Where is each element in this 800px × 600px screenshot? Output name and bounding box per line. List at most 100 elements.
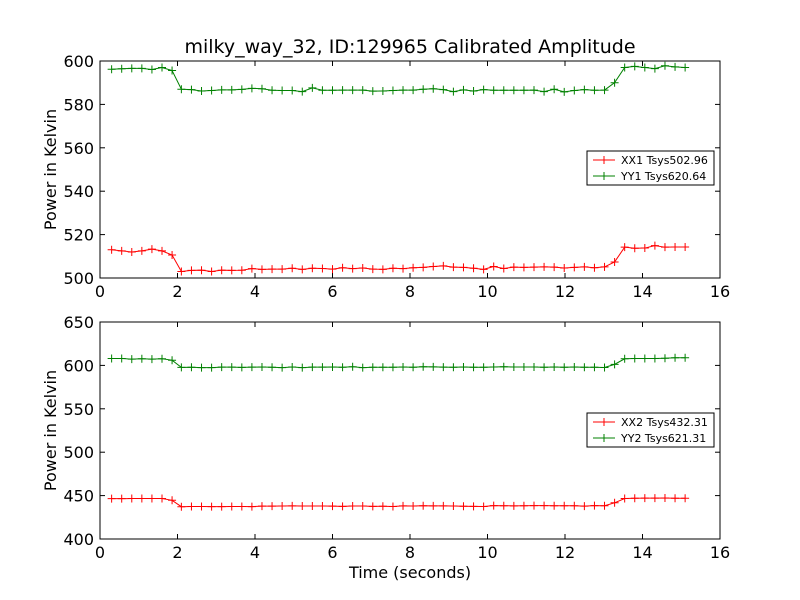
data-point	[137, 354, 146, 363]
data-point	[640, 354, 649, 363]
data-point	[620, 243, 629, 252]
data-point	[399, 501, 408, 510]
data-point	[227, 266, 236, 275]
data-point	[338, 363, 347, 372]
data-point	[168, 496, 177, 505]
data-point	[117, 246, 126, 255]
data-point	[227, 502, 236, 511]
data-point	[358, 86, 367, 95]
x-tick-label: 12	[555, 282, 575, 301]
data-point	[459, 263, 468, 272]
x-tick-label: 4	[250, 543, 260, 562]
data-point	[117, 64, 126, 73]
legend-box	[586, 412, 715, 448]
data-point	[489, 262, 498, 271]
data-point	[237, 266, 246, 275]
x-tick-label: 10	[477, 282, 497, 301]
data-point	[338, 263, 347, 272]
data-point	[560, 501, 569, 510]
data-point	[399, 264, 408, 273]
data-point	[600, 262, 609, 271]
data-point	[158, 63, 166, 72]
x-tick-label: 14	[632, 543, 652, 562]
data-point	[499, 86, 508, 95]
data-point	[640, 494, 649, 503]
data-point	[278, 86, 287, 95]
data-point	[419, 263, 428, 272]
data-point	[237, 363, 246, 372]
data-point	[187, 266, 196, 275]
legend-label: YY1 Tsys620.64	[620, 170, 706, 183]
data-point	[308, 502, 317, 511]
y-tick-label: 520	[63, 226, 94, 245]
chart-title: milky_way_32, ID:129965 Calibrated Ampli…	[184, 36, 635, 58]
data-point	[570, 362, 579, 371]
x-tick-label: 8	[405, 543, 415, 562]
data-point	[530, 501, 538, 510]
x-tick-label: 0	[95, 282, 105, 301]
data-point	[247, 264, 256, 273]
data-point	[681, 242, 690, 251]
data-point	[378, 265, 387, 274]
data-point	[147, 65, 156, 74]
data-point	[288, 501, 297, 510]
data-point	[590, 363, 599, 372]
data-point	[207, 86, 216, 95]
x-tick-label: 6	[327, 282, 337, 301]
data-point	[419, 362, 428, 371]
data-point	[580, 363, 589, 372]
data-point	[298, 502, 307, 511]
data-point	[600, 363, 609, 372]
data-point	[419, 85, 428, 94]
data-point	[550, 363, 559, 372]
data-point	[268, 363, 277, 372]
y-tick-label: 450	[63, 487, 94, 506]
data-point	[590, 86, 599, 95]
data-point	[358, 502, 367, 511]
legend-marker	[600, 172, 608, 180]
data-point	[158, 494, 166, 503]
series-yy1	[107, 61, 690, 96]
data-point	[469, 502, 478, 511]
data-point	[107, 65, 116, 74]
data-point	[650, 494, 659, 503]
data-point	[509, 86, 518, 95]
data-point	[519, 86, 528, 95]
data-point	[237, 502, 246, 511]
data-point	[449, 502, 458, 511]
data-point	[449, 363, 458, 372]
data-point	[550, 263, 559, 272]
data-point	[580, 502, 589, 511]
data-point	[158, 246, 166, 255]
data-point	[681, 494, 690, 503]
data-point	[650, 241, 659, 250]
data-point	[308, 363, 317, 372]
data-point	[348, 264, 357, 273]
x-tick-label: 6	[327, 543, 337, 562]
data-point	[197, 86, 206, 95]
data-point	[388, 502, 397, 511]
data-point	[278, 502, 287, 511]
data-point	[519, 263, 528, 272]
data-point	[419, 501, 428, 510]
x-tick-label: 16	[710, 543, 730, 562]
data-point	[207, 502, 216, 511]
data-point	[640, 63, 649, 72]
data-point	[147, 494, 156, 503]
data-point	[459, 363, 468, 372]
data-point	[610, 257, 619, 266]
data-point	[630, 62, 639, 71]
data-point	[177, 502, 186, 511]
data-point	[660, 494, 669, 503]
data-point	[519, 501, 528, 510]
data-point	[439, 85, 448, 94]
legend-marker	[600, 434, 608, 442]
data-point	[348, 502, 357, 511]
data-point	[318, 363, 327, 372]
data-point	[127, 247, 136, 256]
data-point	[409, 363, 418, 372]
data-point	[640, 244, 649, 253]
data-point	[650, 354, 659, 363]
x-tick-label: 2	[172, 282, 182, 301]
data-point	[439, 501, 448, 510]
